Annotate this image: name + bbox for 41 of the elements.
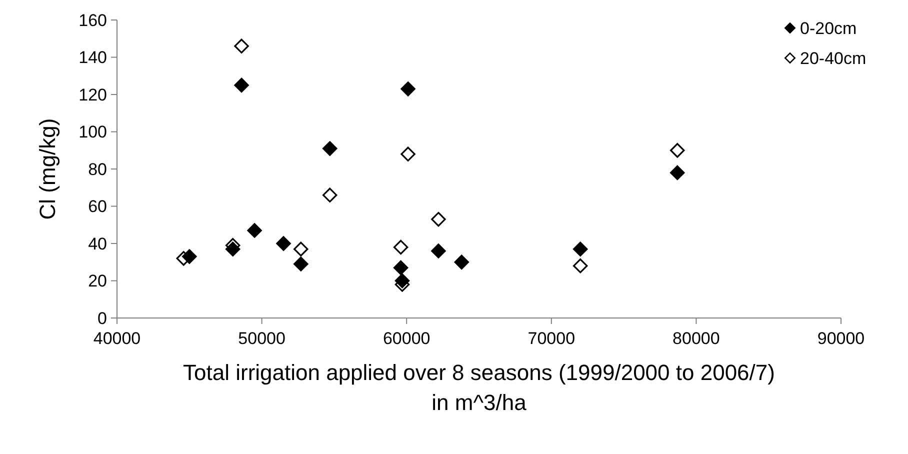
point <box>572 258 588 274</box>
point <box>431 244 446 258</box>
point <box>393 240 408 255</box>
point <box>182 249 197 264</box>
legend-label: 20-40cm <box>800 48 866 68</box>
y-tick-label: 120 <box>78 85 107 104</box>
y-tick-label: 80 <box>88 160 107 179</box>
y-tick-label: 40 <box>88 234 107 254</box>
point <box>247 223 262 238</box>
y-tick-label: 100 <box>78 122 107 142</box>
point <box>393 260 408 276</box>
point <box>276 236 291 251</box>
point <box>572 242 588 256</box>
x-tick-label: 60000 <box>382 329 430 348</box>
point <box>394 273 410 288</box>
point <box>431 212 446 227</box>
point <box>225 242 240 256</box>
x-axis-title: Total irrigation applied over 8 seasons (1999/2000 to 2006/7) in m^3/ha <box>183 360 775 415</box>
point <box>294 256 308 272</box>
point <box>294 242 308 256</box>
x-tick-label: 70000 <box>528 329 576 348</box>
y-tick-label: 140 <box>78 48 107 68</box>
point <box>400 82 416 96</box>
y-tick-label: 20 <box>88 272 107 291</box>
point <box>234 38 249 54</box>
y-tick-label: 60 <box>88 197 107 216</box>
point <box>670 165 685 180</box>
y-tick-label: 160 <box>78 10 107 30</box>
point <box>234 78 249 93</box>
y-axis-title: Cl (mg/kg) <box>35 118 60 220</box>
x-tick-label: 50000 <box>238 329 286 348</box>
point <box>322 141 338 156</box>
point <box>670 143 685 158</box>
point <box>454 254 469 270</box>
point <box>322 188 338 202</box>
x-tick-label: 40000 <box>93 329 141 348</box>
x-tick-label: 80000 <box>672 329 720 348</box>
x-tick-label: 90000 <box>817 329 865 348</box>
y-tick-label: 0 <box>98 308 107 328</box>
legend-label: 0-20cm <box>800 18 857 38</box>
point <box>400 146 416 162</box>
